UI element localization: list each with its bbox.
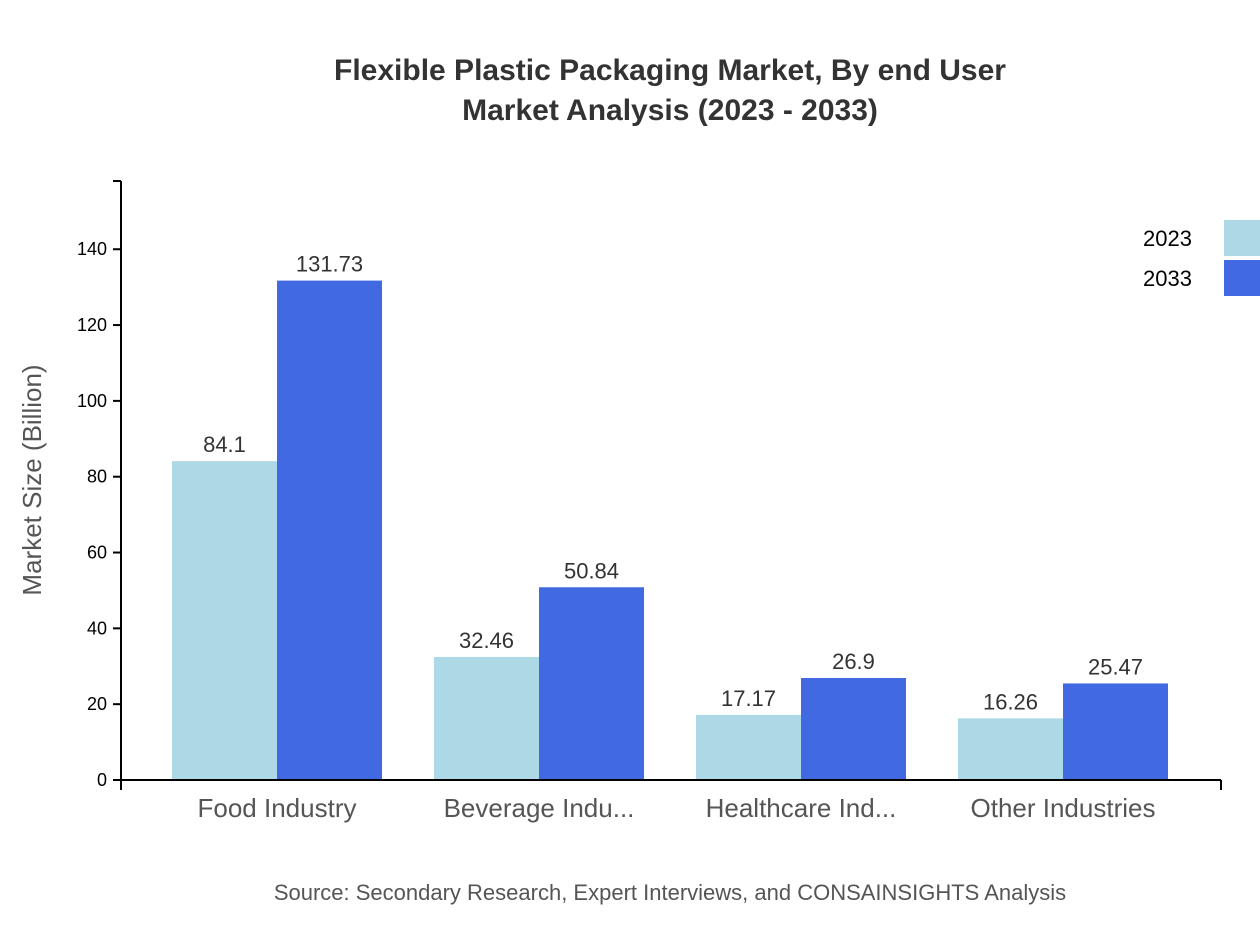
y-tick-label: 140 — [77, 239, 107, 259]
legend-swatch-2023 — [1224, 220, 1260, 256]
legend-swatch-2033 — [1224, 260, 1260, 296]
bar-2033 — [277, 280, 382, 780]
bar-2033 — [1063, 683, 1168, 780]
bar-2023 — [434, 656, 539, 780]
bar-2033 — [801, 678, 906, 780]
data-label: 50.84 — [564, 558, 619, 583]
data-label: 131.73 — [296, 252, 363, 277]
y-tick-label: 0 — [97, 770, 107, 790]
data-label: 32.46 — [459, 628, 514, 653]
bar-2023 — [958, 718, 1063, 780]
y-tick-label: 80 — [87, 467, 107, 487]
x-tick-label: Healthcare Ind... — [706, 793, 897, 823]
data-label: 16.26 — [983, 689, 1038, 714]
x-tick-label: Beverage Indu... — [444, 793, 635, 823]
x-tick-label: Food Industry — [198, 793, 357, 823]
y-tick-label: 120 — [77, 315, 107, 335]
source-note: Source: Secondary Research, Expert Inter… — [274, 880, 1066, 905]
y-axis-label: Market Size (Billion) — [17, 364, 47, 595]
chart-title-line-2: Market Analysis (2023 - 2033) — [462, 94, 878, 127]
y-tick-label: 100 — [77, 391, 107, 411]
chart-title-line-1: Flexible Plastic Packaging Market, By en… — [334, 54, 1006, 87]
data-label: 17.17 — [721, 686, 776, 711]
legend-label: 2033 — [1143, 266, 1192, 291]
legend-label: 2023 — [1143, 226, 1192, 251]
x-tick-label: Other Industries — [971, 793, 1156, 823]
bar-2023 — [172, 461, 277, 780]
y-tick-label: 40 — [87, 618, 107, 638]
data-label: 25.47 — [1088, 654, 1143, 679]
y-tick-label: 60 — [87, 543, 107, 563]
data-label: 26.9 — [832, 649, 875, 674]
bar-2023 — [696, 714, 801, 780]
data-label: 84.1 — [203, 432, 246, 457]
y-tick-label: 20 — [87, 694, 107, 714]
bar-2033 — [539, 587, 644, 780]
